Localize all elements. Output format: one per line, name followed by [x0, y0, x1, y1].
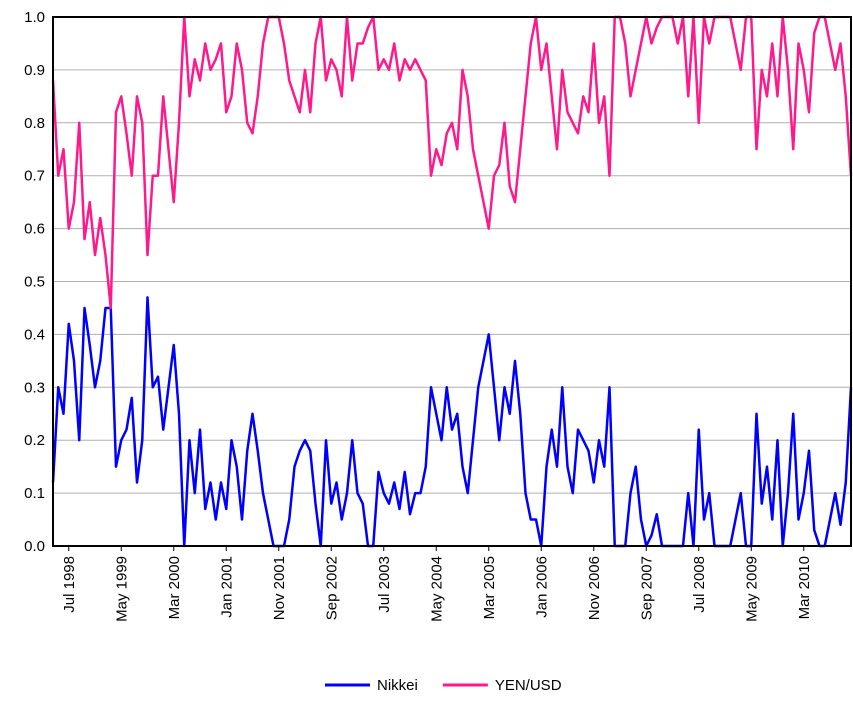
legend: Nikkei YEN/USD [325, 677, 562, 694]
x-tick-label: Sep 2007 [638, 556, 655, 620]
y-tick-label: 0.5 [24, 274, 45, 291]
y-tick-label: 1.0 [24, 9, 45, 26]
y-tick-label: 0.2 [24, 432, 45, 449]
y-tick-label: 0.4 [24, 326, 45, 343]
x-tick-label: May 1999 [113, 556, 130, 622]
x-tick-label: Nov 2001 [271, 556, 288, 620]
x-tick-label: May 2009 [743, 556, 760, 622]
y-tick-label: 0.7 [24, 168, 45, 185]
x-tick-label: Jan 2006 [533, 556, 550, 618]
x-tick-label: Sep 2002 [323, 556, 340, 620]
y-tick-label: 0.3 [24, 379, 45, 396]
data-line [51, 15, 853, 310]
x-tick-label: Jul 1998 [61, 556, 78, 613]
y-tick-label: 0.0 [24, 538, 45, 555]
x-tick-label: Mar 2005 [481, 556, 498, 619]
y-tick-label: 0.8 [24, 115, 45, 132]
x-tick-label: May 2004 [428, 556, 445, 622]
y-tick-label: 0.9 [24, 62, 45, 79]
y-tick-label: 0.1 [24, 485, 45, 502]
x-tick-label: Mar 2010 [796, 556, 813, 619]
legend-label: YEN/USD [495, 677, 562, 694]
plot-frame [52, 16, 852, 547]
y-tick-label: 0.6 [24, 221, 45, 238]
x-tick-label: Nov 2006 [586, 556, 603, 620]
x-tick-label: Mar 2000 [166, 556, 183, 619]
legend-label: Nikkei [377, 677, 418, 694]
x-tick-label: Jul 2003 [376, 556, 393, 613]
x-tick-label: Jan 2001 [218, 556, 235, 618]
x-tick-label: Jul 2008 [691, 556, 708, 613]
